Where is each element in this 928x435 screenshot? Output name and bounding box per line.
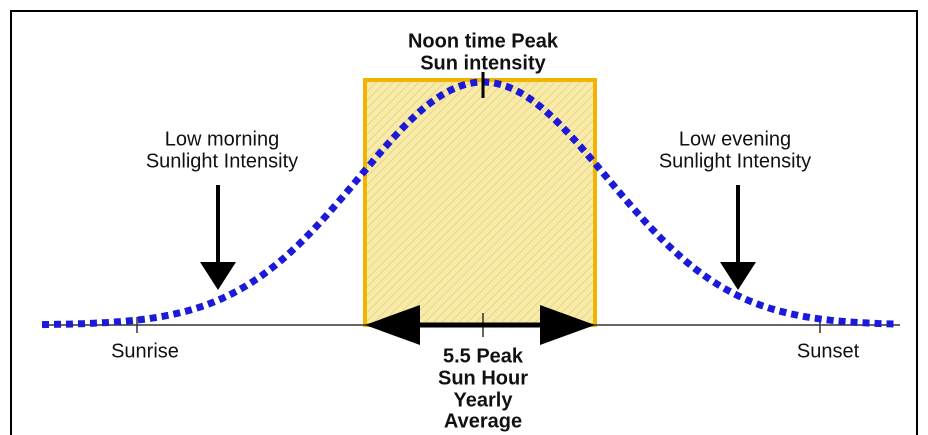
peak-label: Noon time Peak <box>408 30 559 52</box>
peak-hours-arrow <box>365 305 595 345</box>
evening-label: Low evening <box>679 128 791 150</box>
sunset-label: Sunset <box>797 340 860 362</box>
morning-label: Low morning <box>165 128 280 150</box>
frame <box>10 10 918 435</box>
peak-hours-label: Average <box>444 410 522 432</box>
peak-hours-label: Yearly <box>454 389 514 411</box>
evening-label: Sunlight Intensity <box>659 150 811 172</box>
morning-label: Sunlight Intensity <box>146 150 298 172</box>
peak-hours-box <box>363 78 597 327</box>
sunrise-label: Sunrise <box>111 340 179 362</box>
peak-hours-label: Sun Hour <box>438 367 528 389</box>
peak-label: Sun intensity <box>420 52 546 74</box>
morning-arrow <box>200 185 236 290</box>
peak-hours-label: 5.5 Peak <box>443 345 524 367</box>
evening-arrow <box>720 185 756 290</box>
